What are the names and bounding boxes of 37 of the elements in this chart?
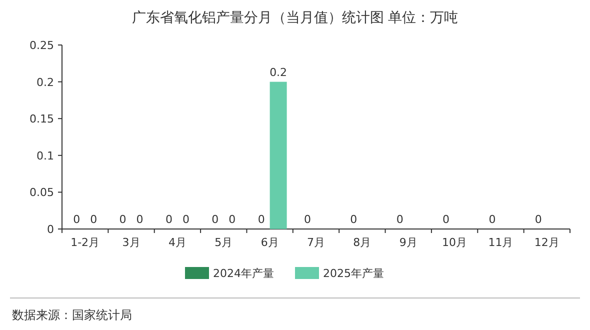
x-tick-label: 7月	[307, 236, 325, 249]
data-label: 0	[442, 213, 450, 226]
data-label: 0	[228, 213, 236, 226]
x-tick-label: 5月	[214, 236, 233, 249]
y-tick-label: 0.25	[30, 39, 54, 52]
data-label: 0	[396, 213, 404, 226]
data-label: 0	[73, 213, 80, 226]
data-label: 0	[119, 213, 126, 226]
source-note: 数据来源：国家统计局	[12, 308, 132, 322]
y-tick-label: 0.2	[36, 76, 54, 89]
y-tick-label: 0.1	[36, 149, 54, 162]
x-tick-label: 1-2月	[70, 236, 100, 249]
y-tick-label: 0.15	[30, 112, 54, 126]
x-tick-label: 8月	[353, 236, 372, 249]
data-label: 0	[136, 213, 144, 226]
y-tick-label: 0.05	[30, 186, 54, 200]
data-label: 0	[304, 213, 311, 226]
x-tick-label: 11月	[488, 236, 514, 249]
data-label: 0	[212, 213, 219, 226]
chart-title: 广东省氧化铝产量分月（当月值）统计图 单位：万吨	[132, 10, 458, 26]
data-label: 0	[488, 213, 496, 226]
x-tick-label: 9月	[399, 236, 418, 249]
data-label: 0	[534, 213, 542, 226]
data-label: 0	[90, 213, 98, 226]
data-label: 0	[350, 213, 358, 226]
data-label: 0	[182, 213, 190, 226]
x-tick-label: 6月	[260, 236, 279, 249]
data-label: 0.2	[270, 66, 288, 79]
data-label: 0	[165, 213, 172, 226]
x-tick-label: 4月	[168, 236, 186, 249]
legend-label: 2025年产量	[323, 267, 384, 280]
x-tick-label: 12月	[534, 236, 560, 249]
x-tick-label: 3月	[122, 236, 140, 249]
y-tick-label: 0	[47, 223, 54, 236]
legend-label: 2024年产量	[213, 267, 274, 280]
data-label: 0	[258, 213, 265, 226]
x-tick-label: 10月	[442, 236, 468, 249]
